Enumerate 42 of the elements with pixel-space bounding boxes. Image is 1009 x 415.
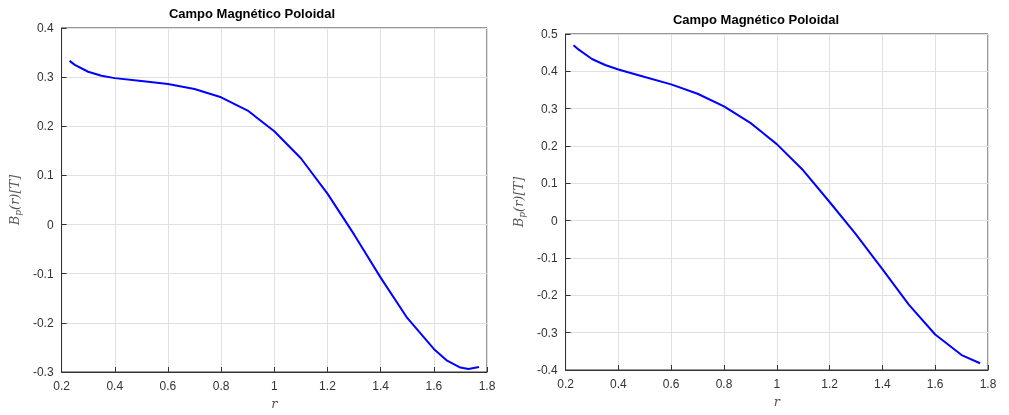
x-tick-label: 1.6: [425, 379, 443, 393]
y-tick-label: -0.4: [536, 363, 558, 377]
x-tick-label: 0.8: [212, 379, 230, 393]
y-tick-label: 0.1: [36, 168, 54, 183]
y-tick-label: 0.1: [540, 176, 558, 191]
x-tick-label: 1: [773, 377, 781, 391]
y-tick-label: 0: [550, 213, 558, 228]
x-axis-title: r: [271, 395, 279, 411]
x-tick-label: 1.2: [319, 379, 337, 393]
x-tick-label: 0.6: [662, 377, 680, 391]
x-tick-label: 0.4: [610, 377, 628, 391]
y-tick-label: -0.1: [536, 251, 558, 265]
y-tick-label: -0.3: [32, 365, 54, 379]
y-tick-label: 0.3: [540, 101, 558, 116]
x-tick-label: 1.2: [821, 377, 839, 391]
x-tick-label: 1.6: [926, 377, 944, 391]
x-tick-label: 0.8: [715, 377, 733, 391]
chart-title: Campo Magnético Poloidal: [672, 12, 840, 27]
y-tick-label: 0.4: [36, 21, 54, 35]
x-tick-label: 1.4: [372, 379, 390, 393]
y-tick-label: 0.3: [36, 70, 54, 85]
y-tick-label: 0.2: [36, 119, 54, 134]
y-tick-label: -0.3: [536, 325, 558, 340]
x-tick-label: 0.4: [106, 379, 124, 393]
y-tick-label: 0.2: [540, 139, 558, 153]
y-tick-label: -0.2: [536, 288, 558, 303]
y-tick-label: 0.4: [540, 64, 558, 79]
x-tick-label: 0.2: [53, 379, 71, 393]
y-tick-label: -0.1: [32, 266, 54, 281]
line-series: [572, 44, 982, 365]
y-tick-label: 0: [46, 217, 54, 232]
x-tick-label: 1: [270, 379, 278, 393]
chart-title: Campo Magnético Poloidal: [168, 6, 336, 21]
x-tick-label: 1.4: [874, 377, 892, 391]
x-tick-label: 0.2: [557, 377, 575, 391]
x-tick-label: 0.6: [159, 379, 177, 393]
line-series: [68, 59, 481, 371]
y-tick-label: -0.2: [32, 315, 54, 330]
x-axis-title: r: [773, 393, 781, 409]
y-tick-label: 0.5: [540, 27, 558, 41]
x-tick-label: 1.8: [478, 379, 496, 393]
x-tick-label: 1.8: [979, 377, 997, 391]
